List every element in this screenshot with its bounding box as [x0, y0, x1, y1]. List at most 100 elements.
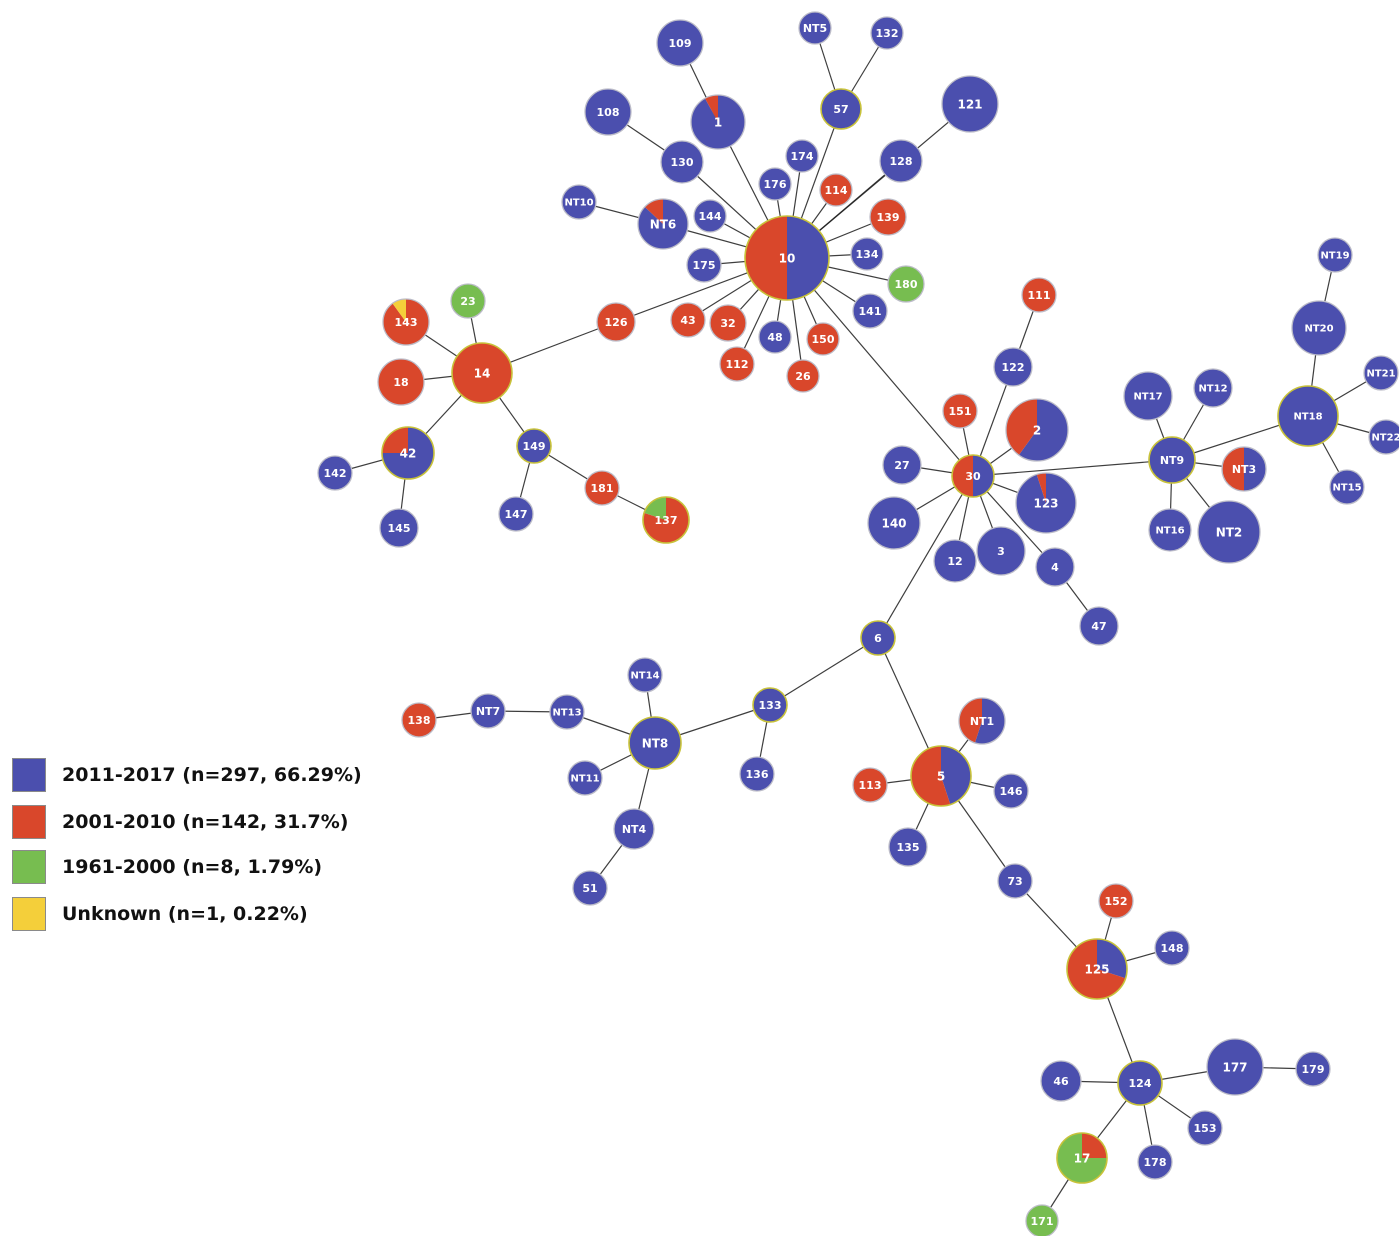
node-nt13[interactable]: NT13	[549, 694, 585, 730]
node-134[interactable]: 134	[850, 237, 884, 271]
node-nt3[interactable]: NT3	[1221, 446, 1267, 492]
node-130[interactable]: 130	[660, 140, 704, 184]
node-nt17[interactable]: NT17	[1123, 371, 1173, 421]
node-136[interactable]: 136	[739, 756, 775, 792]
node-label: 112	[726, 358, 749, 371]
node-139[interactable]: 139	[869, 198, 907, 236]
node-nt2[interactable]: NT2	[1197, 500, 1261, 564]
node-51[interactable]: 51	[572, 870, 608, 906]
node-nt1[interactable]: NT1	[958, 697, 1006, 745]
node-nt12[interactable]: NT12	[1193, 368, 1233, 408]
node-179[interactable]: 179	[1295, 1051, 1331, 1087]
node-nt21[interactable]: NT21	[1363, 355, 1399, 391]
node-slice-2011-2017	[1244, 447, 1266, 491]
legend-item-unknown: Unknown (n=1, 0.22%)	[12, 896, 308, 932]
node-135[interactable]: 135	[888, 827, 928, 867]
node-18[interactable]: 18	[377, 358, 425, 406]
node-nt5[interactable]: NT5	[798, 11, 832, 45]
node-3[interactable]: 3	[976, 526, 1026, 576]
node-114[interactable]: 114	[819, 173, 853, 207]
node-151[interactable]: 151	[942, 393, 978, 429]
node-nt14[interactable]: NT14	[627, 657, 663, 693]
node-108[interactable]: 108	[584, 88, 632, 136]
node-171[interactable]: 171	[1025, 1204, 1059, 1236]
node-113[interactable]: 113	[852, 767, 888, 803]
node-1[interactable]: 1	[690, 94, 746, 150]
node-126[interactable]: 126	[596, 302, 636, 342]
node-nt18[interactable]: NT18	[1277, 385, 1339, 447]
node-nt8[interactable]: NT8	[628, 716, 682, 770]
node-124[interactable]: 124	[1117, 1060, 1163, 1106]
node-43[interactable]: 43	[670, 302, 706, 338]
node-138[interactable]: 138	[401, 702, 437, 738]
node-30[interactable]: 30	[951, 454, 995, 498]
node-150[interactable]: 150	[806, 322, 840, 356]
node-6[interactable]: 6	[860, 620, 896, 656]
node-146[interactable]: 146	[993, 773, 1029, 809]
node-nt4[interactable]: NT4	[613, 808, 655, 850]
node-2[interactable]: 2	[1005, 398, 1069, 462]
node-nt16[interactable]: NT16	[1148, 508, 1192, 552]
node-nt11[interactable]: NT11	[567, 760, 603, 796]
node-slice-2011-2017	[499, 497, 533, 531]
node-152[interactable]: 152	[1098, 883, 1134, 919]
node-4[interactable]: 4	[1035, 547, 1075, 587]
node-57[interactable]: 57	[820, 88, 862, 130]
node-5[interactable]: 5	[910, 745, 972, 807]
node-14[interactable]: 14	[451, 342, 513, 404]
node-46[interactable]: 46	[1040, 1060, 1082, 1102]
node-nt7[interactable]: NT7	[470, 693, 506, 729]
node-47[interactable]: 47	[1079, 606, 1119, 646]
node-177[interactable]: 177	[1206, 1038, 1264, 1096]
node-nt10[interactable]: NT10	[561, 184, 597, 220]
node-123[interactable]: 123	[1015, 472, 1077, 534]
node-137[interactable]: 137	[642, 496, 690, 544]
node-174[interactable]: 174	[785, 139, 819, 173]
node-nt20[interactable]: NT20	[1291, 300, 1347, 356]
node-176[interactable]: 176	[758, 167, 792, 201]
node-nt6[interactable]: NT6	[637, 198, 689, 250]
node-175[interactable]: 175	[686, 247, 722, 283]
node-180[interactable]: 180	[887, 265, 925, 303]
node-144[interactable]: 144	[693, 199, 727, 233]
node-125[interactable]: 125	[1066, 938, 1128, 1000]
node-145[interactable]: 145	[379, 508, 419, 548]
node-48[interactable]: 48	[758, 320, 792, 354]
node-141[interactable]: 141	[852, 293, 888, 329]
node-140[interactable]: 140	[867, 496, 921, 550]
node-32[interactable]: 32	[709, 304, 747, 342]
node-slice-2011-2017	[1369, 420, 1399, 454]
node-12[interactable]: 12	[933, 539, 977, 583]
node-17[interactable]: 17	[1056, 1132, 1108, 1184]
node-nt22[interactable]: NT22	[1368, 419, 1399, 455]
node-181[interactable]: 181	[584, 470, 620, 506]
node-111[interactable]: 111	[1021, 277, 1057, 313]
node-label: 132	[876, 27, 899, 40]
node-133[interactable]: 133	[752, 687, 788, 723]
node-27[interactable]: 27	[882, 445, 922, 485]
node-label: 180	[895, 278, 918, 291]
node-122[interactable]: 122	[993, 347, 1033, 387]
node-128[interactable]: 128	[879, 139, 923, 183]
node-slice-2011-2017	[871, 17, 903, 49]
node-132[interactable]: 132	[870, 16, 904, 50]
node-10[interactable]: 10	[744, 215, 830, 301]
node-112[interactable]: 112	[719, 346, 755, 382]
node-nt15[interactable]: NT15	[1329, 469, 1365, 505]
node-26[interactable]: 26	[786, 359, 820, 393]
node-148[interactable]: 148	[1154, 930, 1190, 966]
node-178[interactable]: 178	[1137, 1144, 1173, 1180]
node-147[interactable]: 147	[498, 496, 534, 532]
node-73[interactable]: 73	[997, 863, 1033, 899]
node-121[interactable]: 121	[941, 75, 999, 133]
node-142[interactable]: 142	[317, 455, 353, 491]
node-slice-2011-2017	[786, 140, 818, 172]
node-nt19[interactable]: NT19	[1317, 237, 1353, 273]
node-23[interactable]: 23	[450, 283, 486, 319]
node-143[interactable]: 143	[382, 298, 430, 346]
node-42[interactable]: 42	[381, 426, 435, 480]
node-109[interactable]: 109	[656, 19, 704, 67]
node-nt9[interactable]: NT9	[1148, 436, 1196, 484]
node-149[interactable]: 149	[516, 428, 552, 464]
node-153[interactable]: 153	[1187, 1110, 1223, 1146]
